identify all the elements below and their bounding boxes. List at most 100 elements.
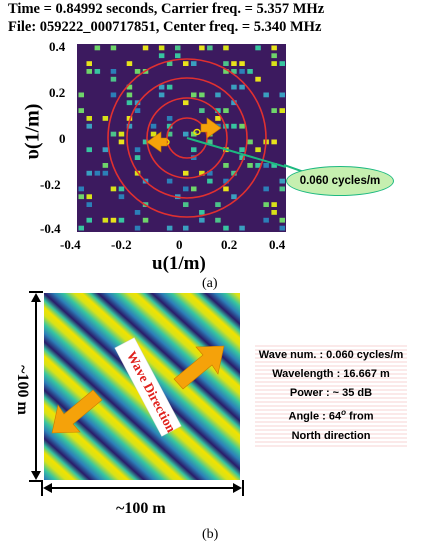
x-tick-label: 0.4: [269, 237, 286, 252]
heatmap-cell: [207, 45, 213, 51]
heatmap-cell: [263, 92, 269, 98]
heatmap-cell: [199, 170, 205, 176]
heatmap-cell: [102, 147, 109, 153]
heatmap-cell: [150, 131, 157, 137]
heatmap-cell: [255, 45, 261, 51]
heatmap-cell: [102, 217, 109, 223]
heatmap-cell: [279, 186, 285, 192]
heatmap-cell: [279, 217, 285, 223]
heatmap-cell: [102, 170, 109, 176]
heatmap-cell: [207, 139, 213, 145]
caption-b: (b): [202, 527, 219, 542]
heatmap-cell: [223, 186, 229, 192]
heatmap-cell: [263, 202, 269, 207]
x-tick-label: -0.2: [111, 237, 132, 252]
heatmap-cell: [215, 92, 221, 98]
heatmap-cell: [166, 225, 173, 231]
heatmap-cell: [271, 53, 277, 59]
heatmap-cell: [199, 108, 205, 113]
y-tick-label: 0: [59, 131, 66, 146]
heatmap-cell: [239, 69, 245, 74]
heatmap-cell: [223, 178, 229, 184]
heatmap-cell: [191, 147, 197, 153]
wave-info-box: Wave num. : 0.060 cycles/m Wavelength : …: [255, 345, 407, 447]
header-line-2: File: 059222_000717851, Center freq. = 5…: [8, 19, 322, 35]
peak-marker: [193, 128, 201, 136]
heatmap-cell: [271, 45, 277, 51]
heatmap-cell: [239, 84, 245, 90]
wave-direction-arrow: [51, 345, 225, 434]
heatmap-cell: [207, 178, 213, 184]
heatmap-cell: [118, 131, 125, 137]
heatmap-cell: [231, 61, 237, 66]
heatmap-cell: [239, 225, 245, 231]
heatmap-cell: [223, 69, 229, 74]
heatmap-cell: [183, 100, 189, 106]
heatmap-cell: [142, 217, 149, 223]
horizontal-dimension-arrow: [41, 480, 244, 496]
heatmap-cell: [239, 61, 245, 66]
bottom-dimension-label: ~100 m: [116, 500, 166, 517]
heatmap-cell: [110, 186, 117, 192]
heatmap-cell: [166, 131, 173, 137]
heatmap-cell: [110, 69, 117, 74]
heatmap-cell: [78, 225, 84, 231]
heatmap-cell: [231, 100, 237, 106]
heatmap-cell: [255, 147, 261, 153]
spectrum-heatmap: [77, 44, 286, 232]
heatmap-cell: [94, 69, 101, 74]
heatmap-cell: [183, 131, 189, 137]
heatmap-cell: [231, 170, 237, 176]
x-tick-label: 0.2: [221, 237, 238, 252]
heatmap-cell: [126, 84, 133, 90]
heatmap-cell: [134, 69, 141, 74]
caption-a: (a): [202, 276, 218, 291]
heatmap-cell: [231, 194, 237, 200]
heatmap-cell: [207, 170, 213, 176]
heatmap-cell: [134, 210, 141, 215]
heatmap-cell: [110, 217, 117, 223]
heatmap-cell: [247, 163, 253, 168]
heatmap-cell: [239, 147, 245, 153]
heatmap-cell: [231, 69, 237, 74]
heatmap-cell: [86, 69, 92, 74]
heatmap-cell: [110, 45, 117, 51]
heatmap-cell: [134, 108, 141, 113]
heatmap-cell: [118, 139, 125, 145]
heatmap-cell: [158, 92, 165, 98]
heatmap-cell: [191, 186, 197, 192]
heatmap-cell: [199, 210, 205, 215]
info-wavelength: Wavelength : 16.667 m: [272, 368, 390, 380]
heatmap-cell: [110, 92, 117, 98]
heatmap-cell: [134, 225, 141, 231]
heatmap-cell: [166, 116, 173, 121]
heatmap-cell: [183, 170, 189, 176]
heatmap-cell: [158, 53, 165, 59]
heatmap-cell: [86, 123, 92, 129]
side-dimension-label: ~100 m: [14, 365, 31, 415]
heatmap-cell: [166, 123, 173, 129]
heatmap-cell: [223, 61, 229, 66]
heatmap-cell: [239, 123, 245, 129]
y-tick-label: -0.2: [40, 177, 61, 192]
heatmap-cell: [86, 116, 92, 121]
y-tick-label: 0.4: [49, 39, 66, 54]
heatmap-background: [77, 44, 286, 232]
x-tick-label: -0.4: [60, 237, 81, 252]
header-line-1: Time = 0.84992 seconds, Carrier freq. = …: [8, 1, 325, 17]
heatmap-cell: [86, 61, 92, 66]
heatmap-cell: [255, 163, 261, 168]
heatmap-cell: [231, 123, 237, 129]
heatmap-cell: [166, 61, 173, 66]
heatmap-cell: [191, 61, 197, 66]
heatmap-cell: [126, 61, 133, 66]
heatmap-cell: [150, 123, 157, 129]
heatmap-cell: [271, 163, 277, 168]
y-tick-label: -0.4: [40, 221, 61, 236]
heatmap-cell: [183, 202, 189, 207]
wave-pattern-image: [44, 293, 240, 480]
vertical-dimension-arrow: [29, 291, 43, 482]
heatmap-cell: [223, 225, 229, 231]
heatmap-cell: [166, 84, 173, 90]
info-direction: North direction: [291, 429, 371, 442]
